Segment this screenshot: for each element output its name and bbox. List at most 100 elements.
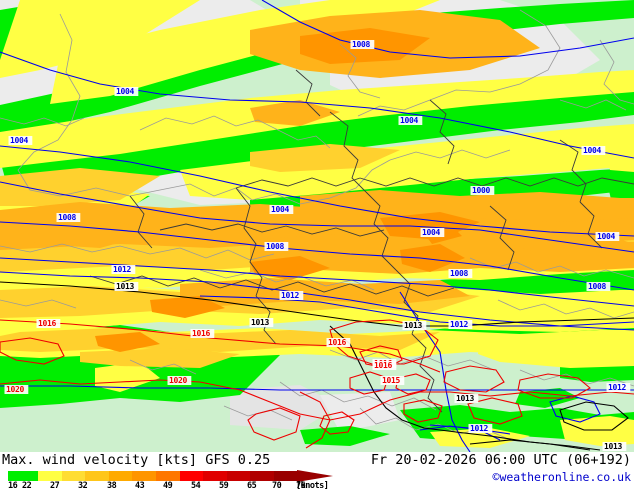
- svg-text:1004: 1004: [116, 87, 135, 96]
- isobar-label: 1012: [111, 265, 136, 274]
- isobar-label: 1020: [4, 385, 29, 394]
- isobar-label: 1016: [326, 338, 351, 347]
- isobar-label: 1012: [279, 291, 304, 300]
- svg-text:1008: 1008: [266, 242, 285, 251]
- svg-text:1008: 1008: [588, 282, 607, 291]
- isobar-label: 1008: [586, 282, 611, 291]
- legend-swatch: [8, 471, 38, 481]
- svg-text:1020: 1020: [6, 385, 25, 394]
- svg-text:1016: 1016: [192, 329, 211, 338]
- isobar-label: 1004: [581, 146, 606, 155]
- svg-text:1016: 1016: [38, 319, 57, 328]
- svg-text:1013: 1013: [404, 321, 423, 330]
- svg-text:1008: 1008: [58, 213, 77, 222]
- isobar-label: 1013: [249, 318, 274, 327]
- isobar-label: 1016: [36, 319, 61, 328]
- isobar-label: 1004: [8, 136, 33, 145]
- svg-text:1012: 1012: [470, 424, 489, 433]
- svg-text:1016: 1016: [374, 361, 393, 370]
- isobar-lines-blue: [0, 0, 634, 452]
- isobar-label: 1004: [269, 205, 294, 214]
- legend-tick: 38: [107, 481, 117, 491]
- wind-band-fills: [0, 0, 634, 452]
- isobar-label: 1013: [454, 394, 479, 403]
- svg-text:1020: 1020: [169, 376, 188, 385]
- isobar-label: 1004: [420, 228, 445, 237]
- legend-swatch: [203, 471, 227, 481]
- isobar-labels: 1008 1004 1004 1004 1004 1000 1004 1008 1004 1004…: [4, 40, 631, 451]
- svg-text:1004: 1004: [597, 232, 616, 241]
- wind-speed-legend: 16 22 27 32 38 43 49 54 59 65 70 76 [knots]: [8, 470, 338, 491]
- svg-text:1008: 1008: [450, 269, 469, 278]
- legend-tick: 43: [135, 481, 145, 491]
- svg-text:1013: 1013: [116, 282, 135, 291]
- max-wind-velocity-map[interactable]: 1008 1004 1004 1004 1004 1000 1004 1008 1004 1004…: [0, 0, 634, 452]
- legend-swatch: [132, 471, 156, 481]
- isobar-label: 1020: [167, 376, 192, 385]
- legend-tick: 22: [22, 481, 32, 491]
- isobar-label: 1004: [114, 87, 139, 96]
- legend-color-bar: [8, 471, 298, 481]
- isobar-label: 1013: [602, 442, 627, 451]
- isobar-lines-red: [0, 319, 634, 449]
- svg-text:1004: 1004: [400, 116, 419, 125]
- isobar-label: 1012: [606, 383, 631, 392]
- legend-unit-label: [knots]: [296, 481, 329, 491]
- isobar-label: 1000: [470, 186, 495, 195]
- isobar-label: 1012: [468, 424, 493, 433]
- legend-arrow-tip: [297, 470, 333, 482]
- svg-text:1004: 1004: [422, 228, 441, 237]
- legend-swatch: [85, 471, 109, 481]
- legend-tick: 16: [8, 481, 18, 491]
- legend-swatch: [273, 471, 298, 481]
- legend-swatch: [179, 471, 204, 481]
- legend-tick: 65: [247, 481, 257, 491]
- footer-bar: Max. wind velocity [kts] GFS 0.25 Fr 20-…: [0, 452, 634, 491]
- model-run-timestamp: Fr 20-02-2026 06:00 UTC (06+192): [370, 452, 631, 468]
- legend-swatch: [38, 471, 62, 481]
- legend-tick: 70: [272, 481, 282, 491]
- svg-text:1012: 1012: [608, 383, 627, 392]
- svg-text:1016: 1016: [328, 338, 347, 347]
- isobar-label: 1013: [114, 282, 139, 291]
- isobar-label: 1016: [372, 361, 397, 370]
- isobar-label: 1004: [595, 232, 620, 241]
- svg-text:1000: 1000: [472, 186, 491, 195]
- svg-text:1004: 1004: [271, 205, 290, 214]
- svg-text:1012: 1012: [281, 291, 300, 300]
- isobar-label: 1012: [448, 320, 473, 329]
- legend-swatch: [250, 471, 274, 481]
- legend-tick: 27: [50, 481, 60, 491]
- geo-borders: [0, 9, 634, 439]
- isobar-label: 1008: [448, 269, 473, 278]
- legend-tick: 49: [163, 481, 173, 491]
- svg-text:1013: 1013: [604, 442, 623, 451]
- legend-swatch: [61, 471, 86, 481]
- svg-text:1004: 1004: [583, 146, 602, 155]
- svg-text:1004: 1004: [10, 136, 29, 145]
- legend-tick: 59: [219, 481, 229, 491]
- legend-tick: 32: [78, 481, 88, 491]
- isobar-label: 1004: [398, 116, 423, 125]
- svg-text:1012: 1012: [113, 265, 132, 274]
- svg-text:1013: 1013: [456, 394, 475, 403]
- legend-tick: 54: [191, 481, 201, 491]
- map-canvas: 1008 1004 1004 1004 1004 1000 1004 1008 1004 1004…: [0, 0, 634, 452]
- svg-text:1012: 1012: [450, 320, 469, 329]
- svg-text:1015: 1015: [382, 376, 401, 385]
- svg-text:1013: 1013: [251, 318, 270, 327]
- svg-text:1008: 1008: [352, 40, 371, 49]
- isobar-label: 1013: [402, 321, 427, 330]
- isobar-label: 1015: [380, 376, 405, 385]
- isobar-label: 1008: [264, 242, 289, 251]
- isobar-label: 1016: [190, 329, 215, 338]
- legend-tick: 76: [296, 481, 306, 491]
- copyright-credit: ©weatheronline.co.uk: [492, 470, 631, 484]
- isobar-label: 1008: [350, 40, 375, 49]
- legend-swatch: [108, 471, 133, 481]
- legend-swatch: [155, 471, 180, 481]
- isobar-label: 1008: [56, 213, 81, 222]
- map-title: Max. wind velocity [kts] GFS 0.25: [2, 452, 271, 468]
- legend-swatch: [226, 471, 251, 481]
